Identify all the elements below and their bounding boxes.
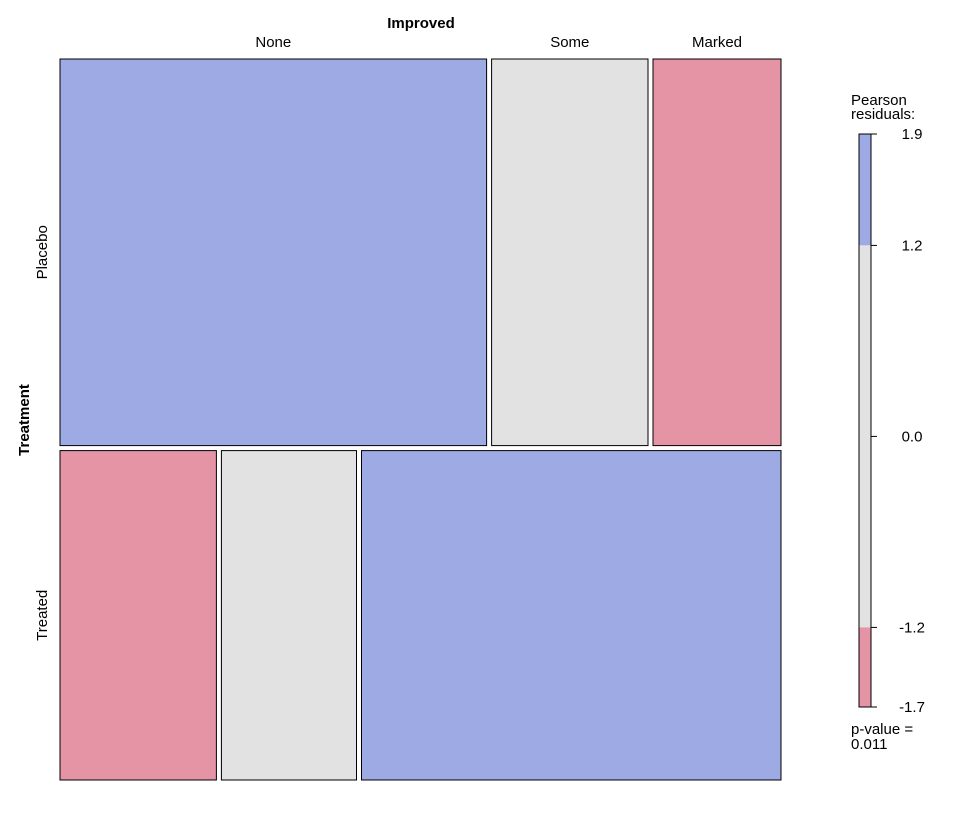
column-label-some: Some xyxy=(550,34,589,51)
cell-placebo-marked xyxy=(652,58,782,447)
row-label-placebo: Placebo xyxy=(34,225,51,279)
row-label-treated: Treated xyxy=(34,590,51,641)
cell-treated-none xyxy=(59,450,217,781)
column-labels: None Some Marked xyxy=(255,34,742,51)
cell-placebo-none xyxy=(59,58,488,447)
cell-treated-marked xyxy=(361,450,782,781)
row-labels: Placebo Treated xyxy=(34,225,51,641)
legend-bar-border xyxy=(858,133,872,708)
legend-bands xyxy=(858,133,872,708)
column-label-marked: Marked xyxy=(692,34,742,51)
legend-band-2 xyxy=(859,627,871,707)
legend-tick-label-3: -1.2 xyxy=(899,619,925,636)
legend-tick-label-0: 1.9 xyxy=(902,126,923,143)
legend-title-line1: Pearson xyxy=(851,92,907,109)
cell-treated-some xyxy=(220,450,357,781)
legend-band-1 xyxy=(859,245,871,628)
cell-placebo-some xyxy=(491,58,649,447)
residual-legend: Pearson residuals: 1.9 1.2 0.0 -1.2 -1.7 p-v… xyxy=(851,92,925,753)
pvalue-line1: p-value = xyxy=(851,721,913,738)
legend-tick-label-2: 0.0 xyxy=(902,428,923,445)
column-label-none: None xyxy=(255,34,291,51)
legend-tick-label-1: 1.2 xyxy=(902,237,923,254)
legend-tick-label-4: -1.7 xyxy=(899,699,925,716)
mosaic-cells xyxy=(59,58,782,781)
top-variable-label: Improved xyxy=(387,15,455,32)
legend-ticks: 1.9 1.2 0.0 -1.2 -1.7 xyxy=(871,126,925,716)
legend-title-line2: residuals: xyxy=(851,106,915,123)
pvalue-line2: 0.011 xyxy=(851,736,887,753)
left-variable-label: Treatment xyxy=(16,384,33,456)
legend-band-0 xyxy=(859,134,871,246)
